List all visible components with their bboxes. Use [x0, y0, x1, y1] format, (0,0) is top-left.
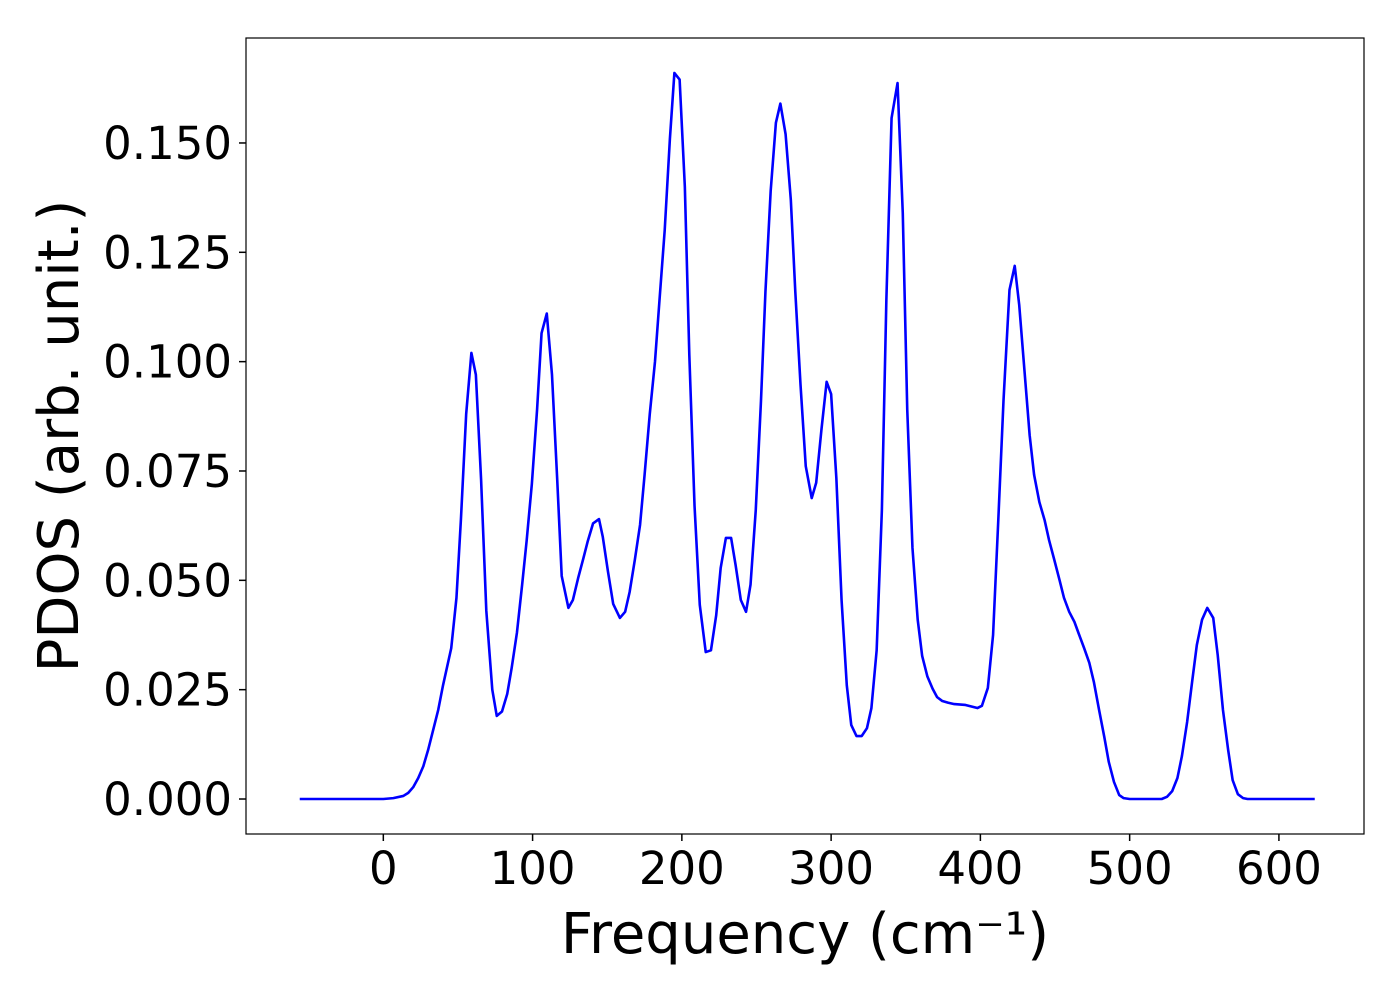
y-tick-label: 0.075 [103, 445, 232, 498]
line-series [299, 71, 1315, 801]
x-tick-label: 300 [788, 842, 874, 895]
y-axis-label: PDOS (arb. unit.) [27, 200, 92, 673]
x-tick-label: 100 [490, 842, 576, 895]
x-tick-label: 500 [1087, 842, 1173, 895]
y-tick-label: 0.150 [103, 117, 232, 170]
y-tick-label: 0.100 [103, 336, 232, 389]
x-axis-label: Frequency (cm⁻¹) [561, 902, 1049, 967]
x-tick-label: 0 [369, 842, 398, 895]
y-tick-label: 0.050 [103, 554, 232, 607]
x-tick-label: 600 [1236, 842, 1322, 895]
y-tick-label: 0.025 [103, 664, 232, 717]
plot-frame [245, 37, 1365, 835]
y-tick-label: 0.125 [103, 226, 232, 279]
x-tick-label: 400 [937, 842, 1023, 895]
y-tick-label: 0.000 [103, 773, 232, 826]
x-tick-label: 200 [639, 842, 725, 895]
